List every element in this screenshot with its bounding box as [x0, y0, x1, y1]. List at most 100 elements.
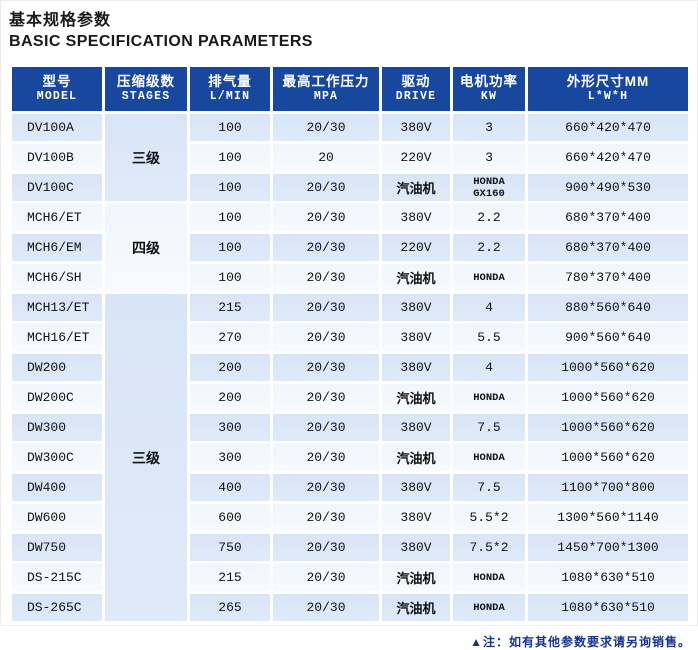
cell-model: MCH13/ET [12, 294, 102, 321]
cell-displacement: 100 [190, 204, 270, 231]
cell-model: DV100C [12, 174, 102, 201]
cell-power: 3 [453, 144, 525, 171]
cell-dimensions: 1100*700*800 [528, 474, 688, 501]
header-stages-zh: 压缩级数 [117, 74, 175, 89]
cell-dimensions: 1000*560*620 [528, 444, 688, 471]
table-row: DW750 750 20/30 380V 7.5*2 1450*700*1300 [12, 534, 688, 561]
cell-power: HONDA [453, 444, 525, 471]
cell-power: HONDA [453, 264, 525, 291]
cell-model: DW300 [12, 414, 102, 441]
cell-pressure: 20/30 [273, 384, 379, 411]
table-row: DW300 300 20/30 380V 7.5 1000*560*620 [12, 414, 688, 441]
cell-dimensions: 1000*560*620 [528, 414, 688, 441]
cell-drive: 汽油机 [382, 384, 450, 411]
page-title-chinese: 基本规格参数 [9, 12, 112, 29]
cell-drive: 380V [382, 354, 450, 381]
cell-dimensions: 1080*630*510 [528, 564, 688, 591]
cell-dimensions: 900*560*640 [528, 324, 688, 351]
cell-drive: 380V [382, 474, 450, 501]
cell-dimensions: 900*490*530 [528, 174, 688, 201]
cell-displacement: 400 [190, 474, 270, 501]
column-header-dimensions: 外形尺寸MM L*W*H [528, 67, 688, 111]
cell-drive: 380V [382, 504, 450, 531]
cell-pressure: 20/30 [273, 114, 379, 141]
cell-model: DS-265C [12, 594, 102, 621]
cell-pressure: 20/30 [273, 594, 379, 621]
header-dimensions-en: L*W*H [587, 90, 629, 103]
cell-pressure: 20/30 [273, 174, 379, 201]
cell-displacement: 600 [190, 504, 270, 531]
cell-model: DW750 [12, 534, 102, 561]
cell-drive: 380V [382, 204, 450, 231]
cell-displacement: 215 [190, 564, 270, 591]
cell-power: 7.5*2 [453, 534, 525, 561]
table-row: DV100A 三级 100 20/30 380V 3 660*420*470 [12, 114, 688, 201]
cell-displacement: 100 [190, 174, 270, 201]
cell-model: MCH16/ET [12, 324, 102, 351]
cell-pressure: 20/30 [273, 444, 379, 471]
table-row: MCH6/EM 100 20/30 220V 2.2 680*370*400 [12, 234, 688, 261]
cell-dimensions: 1000*560*620 [528, 354, 688, 381]
cell-power: HONDA [453, 384, 525, 411]
cell-pressure: 20/30 [273, 234, 379, 261]
cell-power: 5.5*2 [453, 504, 525, 531]
cell-model: DW200C [12, 384, 102, 411]
header-power-zh: 电机功率 [460, 74, 518, 89]
stage-group-cell: 三级 [105, 114, 187, 201]
cell-model: DV100B [12, 144, 102, 171]
cell-displacement: 750 [190, 534, 270, 561]
cell-model: DW600 [12, 504, 102, 531]
cell-displacement: 200 [190, 384, 270, 411]
cell-power: 3 [453, 114, 525, 141]
header-model-zh: 型号 [42, 74, 72, 89]
cell-model: DW400 [12, 474, 102, 501]
column-header-pressure: 最高工作压力 MPA [273, 67, 379, 111]
cell-pressure: 20/30 [273, 534, 379, 561]
cell-pressure: 20/30 [273, 474, 379, 501]
cell-dimensions: 1000*560*620 [528, 384, 688, 411]
cell-model: MCH6/EM [12, 234, 102, 261]
header-pressure-zh: 最高工作压力 [282, 74, 370, 89]
cell-pressure: 20 [273, 144, 379, 171]
cell-displacement: 100 [190, 234, 270, 261]
table-row: MCH6/SH 100 20/30 汽油机 HONDA 780*370*400 [12, 264, 688, 291]
cell-displacement: 265 [190, 594, 270, 621]
cell-displacement: 100 [190, 144, 270, 171]
header-model-en: MODEL [36, 90, 78, 103]
cell-displacement: 100 [190, 114, 270, 141]
cell-dimensions: 660*420*470 [528, 114, 688, 141]
cell-pressure: 20/30 [273, 324, 379, 351]
header-drive-zh: 驱动 [401, 74, 431, 89]
cell-displacement: 200 [190, 354, 270, 381]
cell-drive: 汽油机 [382, 564, 450, 591]
column-header-displacement: 排气量 L/MIN [190, 67, 270, 111]
table-row: DV100B 100 20 220V 3 660*420*470 [12, 144, 688, 171]
cell-power: 2.2 [453, 204, 525, 231]
header-drive-en: DRIVE [395, 90, 437, 103]
cell-power: 7.5 [453, 414, 525, 441]
cell-dimensions: 660*420*470 [528, 144, 688, 171]
cell-dimensions: 1080*630*510 [528, 594, 688, 621]
cell-drive: 220V [382, 234, 450, 261]
cell-power: 7.5 [453, 474, 525, 501]
table-row: DW200C 200 20/30 汽油机 HONDA 1000*560*620 [12, 384, 688, 411]
stage-group-cell: 三级 [105, 294, 187, 621]
cell-dimensions: 1300*560*1140 [528, 504, 688, 531]
table-row: MCH13/ET 三级 215 20/30 380V 4 880*560*640 [12, 294, 688, 621]
cell-model: DW200 [12, 354, 102, 381]
cell-pressure: 20/30 [273, 264, 379, 291]
cell-pressure: 20/30 [273, 204, 379, 231]
column-header-power: 电机功率 KW [453, 67, 525, 111]
header-pressure-en: MPA [313, 90, 339, 103]
cell-pressure: 20/30 [273, 414, 379, 441]
stage-group-cell: 四级 [105, 204, 187, 291]
cell-drive: 380V [382, 324, 450, 351]
cell-dimensions: 1450*700*1300 [528, 534, 688, 561]
table-row: DV100C 100 20/30 汽油机 HONDA GX160 900*490… [12, 174, 688, 201]
cell-displacement: 100 [190, 264, 270, 291]
cell-pressure: 20/30 [273, 294, 379, 321]
table-row: MCH6/ET 四级 100 20/30 380V 2.2 680*370*40… [12, 204, 688, 291]
cell-model: DS-215C [12, 564, 102, 591]
cell-pressure: 20/30 [273, 564, 379, 591]
